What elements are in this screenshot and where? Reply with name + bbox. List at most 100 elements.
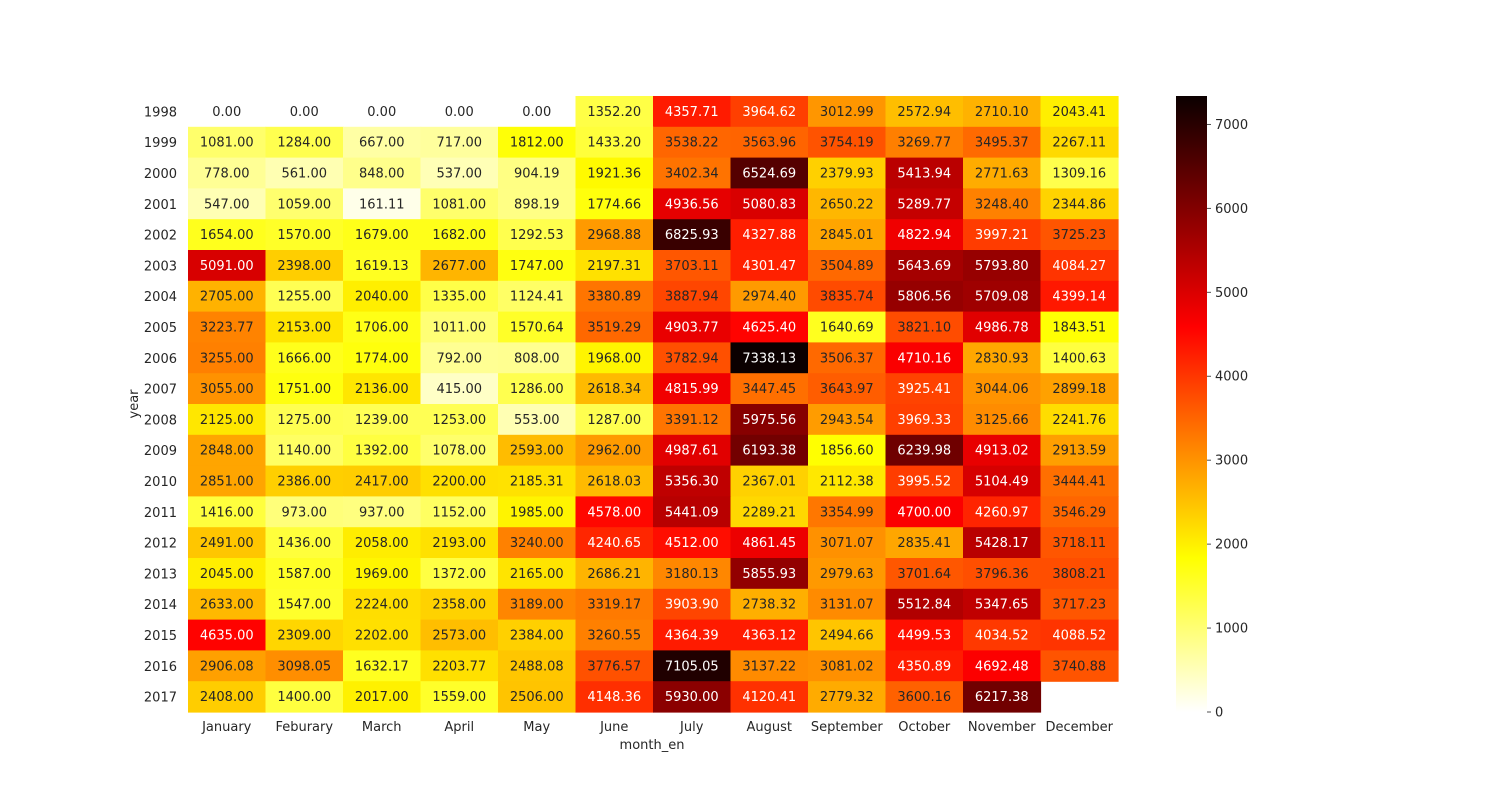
y-tick-label: 2008 <box>144 413 177 428</box>
x-tick-label: March <box>362 720 402 735</box>
heatmap-cell <box>420 157 499 189</box>
x-tick-label: October <box>898 720 951 735</box>
heatmap-cell-label: 1335.00 <box>432 290 486 305</box>
heatmap-cell <box>420 650 499 682</box>
heatmap-cell-label: 7338.13 <box>742 351 796 366</box>
heatmap-cell-label: 1856.60 <box>820 444 874 459</box>
heatmap-cell-label: 3044.06 <box>975 382 1029 397</box>
heatmap-cell <box>653 342 732 374</box>
heatmap-cell <box>1040 126 1119 159</box>
heatmap-cell-label: 2185.31 <box>510 475 564 490</box>
heatmap-cell-label: 4399.14 <box>1052 290 1106 305</box>
heatmap-cell <box>1040 465 1119 497</box>
heatmap-cell <box>265 588 344 621</box>
heatmap-cell <box>343 588 422 621</box>
heatmap-cell <box>420 188 499 220</box>
heatmap-cell-label: 5428.17 <box>975 536 1029 551</box>
heatmap-cell-label: 1774.00 <box>355 351 409 366</box>
heatmap-cell-label: 3354.99 <box>820 505 874 520</box>
heatmap-cell <box>808 96 887 128</box>
y-tick-label: 2017 <box>144 691 177 706</box>
y-tick-label: 2014 <box>144 598 177 613</box>
heatmap-cell <box>963 588 1042 621</box>
heatmap-cell-label: 2968.88 <box>587 228 641 243</box>
heatmap-cell <box>188 619 267 651</box>
heatmap-cell-label: 2506.00 <box>510 690 564 705</box>
heatmap-cell <box>343 250 422 282</box>
heatmap-cell-label: 4350.89 <box>897 659 951 674</box>
heatmap-cell <box>730 496 809 528</box>
heatmap-cell <box>498 588 577 621</box>
heatmap-cell-label: 1124.41 <box>510 290 564 305</box>
heatmap-cell-label: 2309.00 <box>277 629 331 644</box>
heatmap-cell <box>575 681 654 713</box>
colorbar-tick-label: 0 <box>1215 706 1223 721</box>
heatmap-cell-label: 2241.76 <box>1052 413 1106 428</box>
heatmap-cell <box>265 342 344 374</box>
heatmap-cell <box>730 527 809 559</box>
heatmap-cell <box>730 588 809 621</box>
heatmap-cell <box>653 558 732 590</box>
heatmap-cell-label: 3903.90 <box>665 598 719 613</box>
heatmap-cell-label: 1059.00 <box>277 197 331 212</box>
heatmap-cell <box>653 434 732 467</box>
heatmap-cell-label: 2379.93 <box>820 167 874 182</box>
heatmap-cell <box>653 588 732 621</box>
heatmap-cell-label: 3821.10 <box>897 321 951 336</box>
heatmap-cell-label: 2267.11 <box>1052 136 1106 151</box>
heatmap-cell <box>1040 558 1119 590</box>
heatmap-cell-label: 2906.08 <box>200 659 254 674</box>
heatmap-cell-label: 4903.77 <box>665 321 719 336</box>
heatmap-cell-label: 5356.30 <box>665 475 719 490</box>
heatmap-cell <box>808 280 887 313</box>
heatmap-cell-label: 537.00 <box>437 167 483 182</box>
heatmap-cell-label: 5441.09 <box>665 505 719 520</box>
heatmap-cell <box>730 219 809 251</box>
heatmap-cell <box>730 96 809 128</box>
heatmap-cell-label: 1640.69 <box>820 321 874 336</box>
heatmap-cell-label: 3782.94 <box>665 351 719 366</box>
heatmap-cell <box>188 250 267 282</box>
heatmap-cell <box>420 527 499 559</box>
heatmap-cell <box>1040 188 1119 220</box>
heatmap-cell-label: 2058.00 <box>355 536 409 551</box>
heatmap-cell-label: 898.19 <box>514 197 560 212</box>
heatmap-cell <box>188 404 267 436</box>
heatmap-cell <box>808 219 887 251</box>
heatmap-cell-label: 4986.78 <box>975 321 1029 336</box>
heatmap-cell-label: 3319.17 <box>587 598 641 613</box>
heatmap-cell-label: 2835.41 <box>897 536 951 551</box>
y-tick-label: 1998 <box>144 105 177 120</box>
heatmap-cell-label: 2367.01 <box>742 475 796 490</box>
heatmap-cell <box>265 250 344 282</box>
heatmap-cell <box>730 650 809 682</box>
x-tick-label: Feburary <box>275 720 333 735</box>
heatmap-cell-label: 5091.00 <box>200 259 254 274</box>
heatmap-cell <box>498 681 577 713</box>
heatmap-cell-label: 2943.54 <box>820 413 874 428</box>
heatmap-cell-label: 415.00 <box>437 382 483 397</box>
heatmap-cell <box>498 280 577 313</box>
heatmap-cell <box>885 250 964 282</box>
y-tick-label: 2006 <box>144 352 177 367</box>
heatmap-cell-label: 3717.23 <box>1052 598 1106 613</box>
y-tick-label: 2009 <box>144 444 177 459</box>
heatmap-cell-label: 4635.00 <box>200 629 254 644</box>
heatmap-cell-label: 1812.00 <box>510 136 564 151</box>
heatmap-cell-label: 2494.66 <box>820 629 874 644</box>
heatmap-cell-label: 2224.00 <box>355 598 409 613</box>
heatmap-cell-label: 3180.13 <box>665 567 719 582</box>
heatmap-cell-label: 2386.00 <box>277 475 331 490</box>
y-tick-label: 2012 <box>144 537 177 552</box>
heatmap-cell <box>188 342 267 374</box>
heatmap-cell-label: 2738.32 <box>742 598 796 613</box>
x-tick-label: May <box>523 720 550 735</box>
heatmap-cell-label: 553.00 <box>514 413 560 428</box>
heatmap-cell-label: 1284.00 <box>277 136 331 151</box>
heatmap-cell <box>1040 280 1119 313</box>
heatmap-cell <box>188 496 267 528</box>
y-tick-label: 2013 <box>144 567 177 582</box>
y-axis-ticks: 1998 1999 2000 2001 2002 2003 2004 2005 2006 2007… <box>144 105 177 705</box>
heatmap-cell-label: 4913.02 <box>975 444 1029 459</box>
heatmap-cell-label: 3643.97 <box>820 382 874 397</box>
